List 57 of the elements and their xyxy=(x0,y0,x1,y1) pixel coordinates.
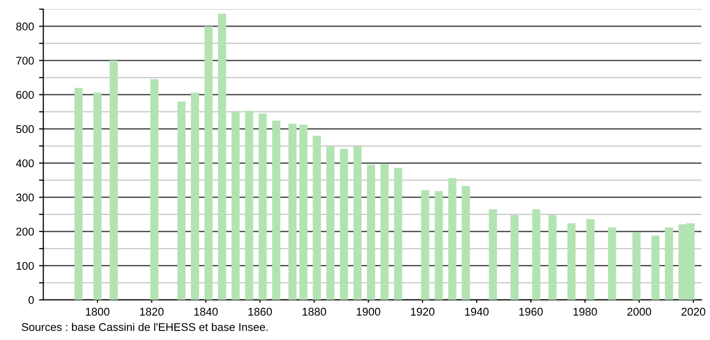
y-tick-label: 200 xyxy=(16,228,34,236)
bar xyxy=(340,148,348,300)
bar xyxy=(353,146,362,300)
y-tick-label: 700 xyxy=(16,56,34,65)
x-tick-label: 1880 xyxy=(302,308,326,316)
bar xyxy=(74,88,83,300)
bar xyxy=(548,215,557,300)
x-tick-label: 2000 xyxy=(627,308,652,316)
x-tick-label: 1900 xyxy=(356,308,380,316)
bar xyxy=(488,209,497,300)
bar xyxy=(177,102,186,300)
y-tick-label: 400 xyxy=(16,159,34,168)
y-tick-label: 800 xyxy=(16,22,34,30)
bar xyxy=(110,60,118,300)
bar xyxy=(434,191,443,300)
bar xyxy=(272,120,280,300)
bar xyxy=(651,236,660,300)
bar xyxy=(232,112,240,300)
x-tick-label: 1860 xyxy=(248,308,272,316)
bar xyxy=(299,124,308,300)
bar xyxy=(204,26,213,300)
y-tick-label: 0 xyxy=(28,296,34,304)
bar xyxy=(632,232,641,300)
bar xyxy=(394,168,402,300)
bar xyxy=(664,227,674,300)
bar xyxy=(326,146,334,300)
x-tick-label: 1800 xyxy=(86,308,110,316)
bar xyxy=(245,110,254,300)
bar xyxy=(567,223,576,300)
bar xyxy=(608,227,616,300)
x-tick-label: 1820 xyxy=(140,308,164,316)
y-tick-label: 600 xyxy=(16,90,34,99)
y-tick-label: 300 xyxy=(16,194,34,202)
bar xyxy=(366,164,376,300)
bar xyxy=(421,190,430,300)
bar xyxy=(510,215,519,300)
x-tick-label: 1980 xyxy=(574,308,597,316)
bar xyxy=(448,178,456,300)
bar xyxy=(218,14,226,300)
source-note: Sources : base Cassini de l'EHESS et base Insee. xyxy=(22,322,268,332)
bar xyxy=(93,92,102,300)
bar xyxy=(312,136,321,300)
y-tick-label: 100 xyxy=(16,262,34,270)
x-tick-label: 1940 xyxy=(465,308,489,316)
bar xyxy=(190,92,200,300)
bar xyxy=(288,124,297,300)
x-tick-label: 1960 xyxy=(519,308,543,316)
x-tick-label: 1920 xyxy=(410,308,434,316)
y-tick-label: 500 xyxy=(16,125,34,134)
x-tick-label: 2020 xyxy=(682,308,706,316)
bar xyxy=(586,219,594,300)
bar xyxy=(462,186,470,300)
bar xyxy=(150,79,158,300)
bar xyxy=(532,209,540,300)
x-tick-label: 1840 xyxy=(194,308,218,316)
bar xyxy=(380,164,389,300)
bar xyxy=(258,113,267,300)
